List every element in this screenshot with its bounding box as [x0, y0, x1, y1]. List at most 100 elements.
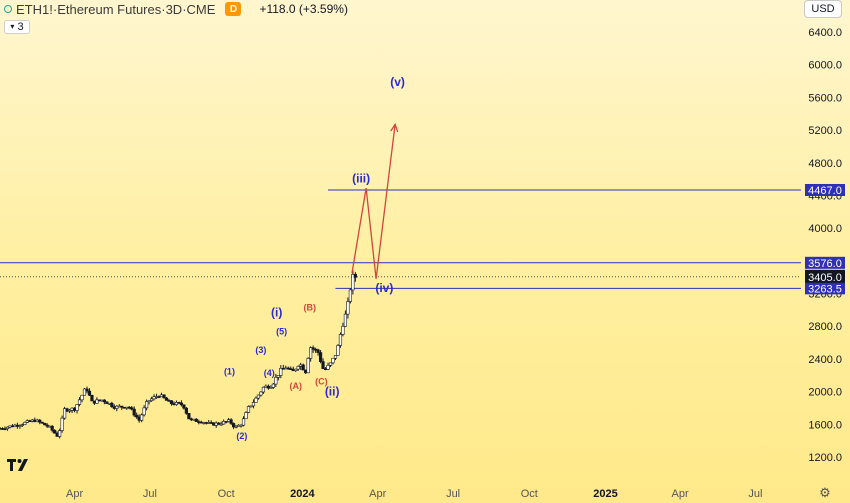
level-price-tag	[805, 183, 845, 196]
level-price-label: 4467.0	[808, 185, 842, 197]
candle-body	[259, 391, 263, 396]
x-tick-label: Oct	[521, 488, 538, 500]
symbol-name: Ethereum Futures	[57, 1, 162, 17]
candle-body	[328, 362, 333, 366]
title-separator: ·	[161, 1, 166, 17]
candle-body	[217, 422, 221, 425]
x-tick-label: Jul	[143, 488, 157, 500]
candle-body	[135, 414, 139, 418]
y-tick-label: 5600.0	[808, 92, 842, 104]
candle-body	[53, 430, 57, 434]
candle-body	[224, 421, 228, 423]
wave-label: (iii)	[352, 171, 370, 185]
level-price-label: 3263.5	[808, 283, 842, 295]
candle-body	[261, 386, 266, 393]
wave-label: (2)	[236, 431, 247, 441]
candle-body	[90, 394, 94, 402]
wave-label: (3)	[255, 345, 266, 355]
indicator-count: 3	[17, 21, 24, 33]
y-tick-label: 2400.0	[808, 354, 842, 366]
candle-body	[309, 347, 313, 359]
candle-body	[58, 430, 62, 437]
candle-body	[194, 418, 198, 422]
candle-body	[75, 404, 79, 411]
tradingview-logo-icon	[7, 459, 28, 471]
candle-body	[67, 409, 72, 412]
y-tick-label: 6400.0	[808, 27, 842, 39]
candle-body	[311, 347, 315, 350]
candle-body	[80, 394, 84, 401]
candle-body	[301, 364, 305, 371]
candle-body	[348, 289, 352, 302]
candle-body	[279, 368, 283, 376]
current-price-label: 3405.0	[808, 272, 842, 284]
candle-body	[244, 412, 248, 420]
candle-body	[5, 426, 10, 430]
candle-body	[38, 419, 42, 423]
wave-label: (ii)	[325, 385, 340, 399]
candle-body	[306, 358, 310, 374]
exchange-name: CME	[186, 1, 216, 17]
candle-body	[85, 388, 89, 392]
candle-body	[321, 361, 325, 369]
projection-path	[351, 124, 396, 279]
wave-label: (iv)	[375, 281, 393, 295]
x-tick-label: Apr	[66, 488, 83, 500]
candle-body	[254, 397, 258, 403]
currency-selector[interactable]: USD	[804, 0, 842, 18]
y-tick-label: 6000.0	[808, 60, 842, 72]
candle-body	[87, 390, 92, 396]
candle-body	[140, 414, 144, 421]
wave-label: (i)	[271, 305, 282, 319]
level-price-tag	[805, 256, 845, 269]
candle-body	[164, 397, 169, 401]
candle-body	[82, 388, 87, 396]
market-status-icon	[4, 5, 12, 13]
candle-body	[219, 423, 223, 426]
candle-body	[222, 421, 226, 425]
candle-body	[120, 405, 124, 408]
candle-body	[162, 394, 166, 399]
candle-body	[336, 345, 340, 356]
candle-body	[182, 404, 186, 409]
y-tick-label: 5200.0	[808, 125, 842, 137]
candle-body	[45, 424, 49, 427]
wave-label: (C)	[315, 376, 328, 386]
wave-label: (B)	[304, 303, 317, 313]
candle-body	[40, 421, 44, 424]
level-price-tag	[805, 282, 845, 295]
candle-body	[132, 408, 136, 416]
candle-body	[149, 398, 154, 402]
y-tick-label: 1600.0	[808, 419, 842, 431]
candle-body	[346, 301, 350, 315]
candle-body	[239, 424, 243, 427]
x-tick-label: Jul	[446, 488, 460, 500]
wave-label: (4)	[264, 368, 275, 378]
candle-body	[333, 355, 338, 359]
candle-body	[60, 417, 64, 431]
indicators-toggle[interactable]: ▾ 3	[4, 20, 30, 34]
candle-body	[43, 422, 47, 426]
candle-body	[296, 366, 300, 370]
candle-body	[20, 424, 24, 426]
y-tick-label: 1200.0	[808, 452, 842, 464]
candle-body	[3, 428, 7, 430]
price-change: +118.0 (+3.59%)	[259, 2, 348, 16]
data-badge: D	[225, 2, 242, 16]
symbol-header[interactable]: ETH1! · Ethereum Futures · 3D · CME D +1…	[4, 1, 348, 17]
y-tick-label: 4000.0	[808, 223, 842, 235]
candle-body	[130, 407, 134, 410]
candle-body	[105, 401, 109, 404]
candle-body	[316, 349, 320, 353]
candle-body	[231, 423, 236, 428]
wave-label: (A)	[289, 381, 302, 391]
candle-body	[169, 400, 174, 404]
candle-body	[65, 408, 69, 412]
candle-body	[256, 394, 261, 399]
y-tick-label: 2000.0	[808, 387, 842, 399]
candle-body	[269, 387, 273, 389]
title-separator: ·	[182, 1, 187, 17]
x-tick-label: 2025	[593, 488, 617, 500]
gear-icon[interactable]: ⚙	[819, 485, 831, 500]
